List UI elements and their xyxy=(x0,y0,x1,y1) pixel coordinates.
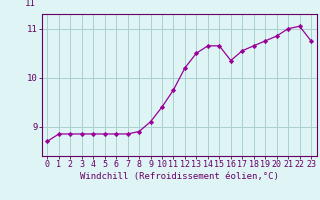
Text: 11: 11 xyxy=(25,0,36,8)
X-axis label: Windchill (Refroidissement éolien,°C): Windchill (Refroidissement éolien,°C) xyxy=(80,172,279,181)
